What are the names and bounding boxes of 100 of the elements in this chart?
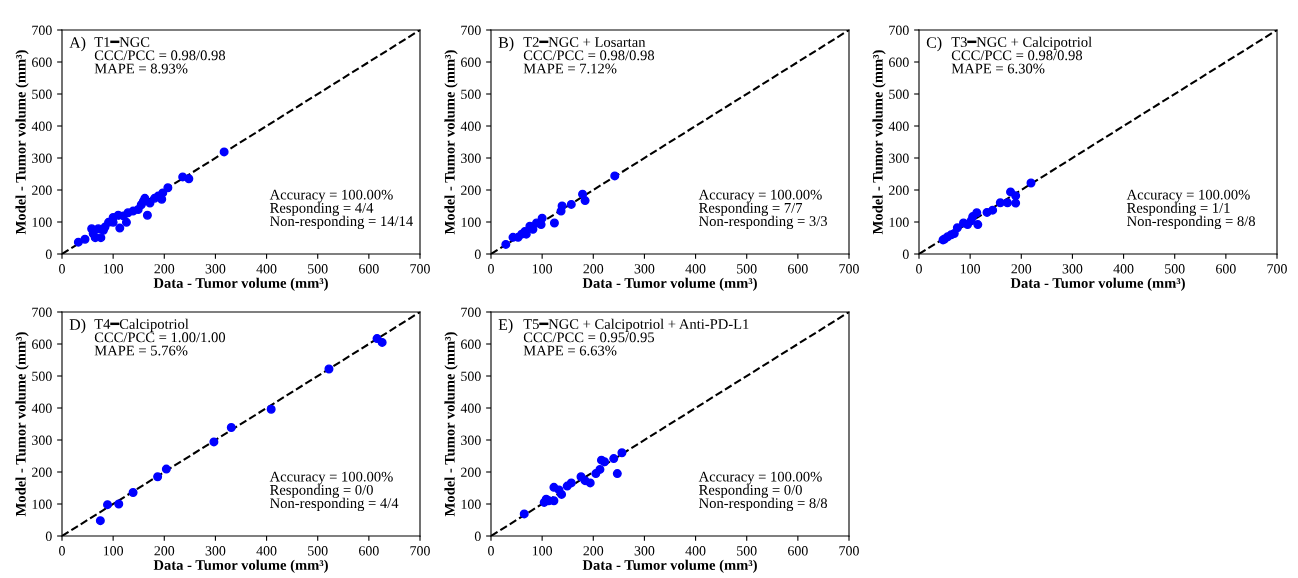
y-tick-label: 300	[889, 153, 909, 163]
annotation: T3━NGC + Calcipotriol CCC/PCC = 0.98/0.98 MAPE = 6.30%	[951, 36, 1092, 74]
y-tick-label: 700	[889, 25, 909, 35]
x-tick-label: 600	[788, 264, 808, 274]
annotation: T2━NGC + Losartan CCC/PCC = 0.98/0.98 MAPE = 7.12%	[523, 37, 655, 74]
y-tick-label: 400	[460, 403, 481, 413]
y-tick-label: 500	[889, 89, 909, 99]
y-tick-label: 0	[902, 249, 909, 259]
x-tick-label: 400	[685, 264, 706, 274]
x-tick-label: 600	[1216, 264, 1236, 274]
y-tick-label: 200	[889, 185, 909, 195]
annotation: T1━NGC CCC/PCC = 0.98/0.98 MAPE = 8.93%	[94, 37, 226, 74]
y-tick-label: 600	[32, 339, 52, 349]
y-tick-label: 600	[32, 57, 52, 67]
x-tick-label: 700	[839, 546, 859, 556]
y-tick-label: 400	[888, 121, 909, 131]
x-tick-label: 0	[488, 546, 494, 556]
y-tick-label: 700	[461, 307, 481, 317]
annotation: C)	[926, 36, 942, 52]
y-axis-title: Model - Tumor volume (mm³)	[15, 50, 29, 235]
y-tick-label: 100	[889, 217, 909, 227]
y-tick-label: 500	[461, 89, 481, 99]
y-tick-label: 600	[461, 57, 481, 67]
y-tick-label: 100	[461, 217, 481, 227]
y-tick-label: 200	[32, 467, 52, 477]
y-axis-title: Model - Tumor volume (mm³)	[15, 332, 29, 517]
x-tick-label: 600	[359, 264, 379, 274]
x-tick-label: 500	[737, 264, 757, 274]
x-axis-title: Data - Tumor volume (mm³)	[153, 559, 328, 573]
x-tick-label: 200	[1011, 264, 1032, 274]
x-tick-label: 300	[205, 546, 226, 556]
y-tick-label: 700	[32, 307, 52, 317]
annotation: B)	[498, 36, 514, 52]
x-tick-label: 400	[256, 546, 277, 556]
x-tick-label: 400	[256, 264, 277, 274]
x-tick-label: 700	[839, 264, 859, 274]
y-tick-label: 0	[45, 531, 52, 541]
y-tick-label: 300	[461, 435, 481, 445]
y-axis-title: Model - Tumor volume (mm³)	[444, 332, 458, 517]
y-tick-label: 100	[32, 499, 52, 509]
x-tick-label: 100	[532, 264, 553, 274]
y-tick-label: 400	[31, 121, 52, 131]
x-tick-label: 600	[788, 546, 808, 556]
y-tick-label: 400	[31, 403, 52, 413]
x-tick-label: 400	[685, 546, 706, 556]
x-tick-label: 500	[308, 264, 328, 274]
x-tick-label: 100	[103, 264, 124, 274]
y-tick-label: 100	[461, 499, 481, 509]
x-tick-label: 0	[59, 546, 65, 556]
x-tick-label: 0	[59, 264, 65, 274]
y-tick-label: 300	[461, 153, 481, 163]
x-axis-title: Data - Tumor volume (mm³)	[1010, 277, 1185, 291]
x-tick-label: 200	[154, 264, 175, 274]
annotation: Accuracy = 100.00% Responding = 0/0 Non-responding = 4/4	[269, 471, 399, 512]
x-tick-label: 300	[634, 264, 655, 274]
y-tick-label: 600	[461, 339, 481, 349]
y-tick-label: 100	[32, 217, 52, 227]
y-tick-label: 0	[474, 249, 481, 259]
annotation: Accuracy = 100.00% Responding = 7/7 Non-responding = 3/3	[698, 189, 827, 230]
y-tick-label: 0	[45, 249, 52, 259]
x-tick-label: 200	[583, 546, 604, 556]
x-tick-label: 700	[410, 546, 430, 556]
x-tick-label: 100	[103, 546, 124, 556]
x-tick-label: 400	[1113, 264, 1134, 274]
y-axis-title: Model - Tumor volume (mm³)	[872, 50, 886, 235]
x-tick-label: 700	[410, 264, 430, 274]
y-axis-title: Model - Tumor volume (mm³)	[444, 50, 458, 235]
x-tick-label: 500	[737, 546, 757, 556]
y-tick-label: 300	[32, 153, 52, 163]
annotation: Accuracy = 100.00% Responding = 1/1 Non-responding = 8/8	[1126, 189, 1256, 230]
annotation: Accuracy = 100.00% Responding = 0/0 Non-responding = 8/8	[698, 471, 828, 512]
y-tick-label: 500	[461, 371, 481, 381]
y-tick-label: 200	[461, 185, 481, 195]
annotation: A)	[69, 36, 86, 52]
annotation: Accuracy = 100.00% Responding = 4/4 Non-responding = 14/14	[269, 189, 413, 230]
y-tick-label: 700	[32, 25, 52, 35]
y-tick-label: 500	[32, 371, 52, 381]
y-tick-label: 700	[461, 25, 481, 35]
y-tick-label: 300	[32, 435, 52, 445]
x-tick-label: 200	[154, 546, 175, 556]
x-axis-title: Data - Tumor volume (mm³)	[153, 277, 328, 291]
annotation: D)	[69, 318, 86, 334]
x-tick-label: 200	[583, 264, 604, 274]
y-tick-label: 200	[461, 467, 481, 477]
annotation: E)	[498, 318, 513, 334]
annotation: T4━Calcipotriol CCC/PCC = 1.00/1.00 MAPE = 5.76%	[94, 318, 226, 356]
x-tick-label: 0	[488, 264, 494, 274]
x-axis-title: Data - Tumor volume (mm³)	[582, 277, 757, 291]
x-tick-label: 700	[1267, 264, 1287, 274]
y-tick-label: 0	[474, 531, 481, 541]
y-tick-label: 400	[460, 121, 481, 131]
x-tick-label: 300	[205, 264, 226, 274]
y-tick-label: 200	[32, 185, 52, 195]
y-tick-label: 500	[32, 89, 52, 99]
x-tick-label: 600	[359, 546, 379, 556]
x-tick-label: 100	[960, 264, 981, 274]
x-tick-label: 100	[532, 546, 553, 556]
x-tick-label: 0	[916, 264, 922, 274]
x-tick-label: 300	[634, 546, 655, 556]
x-tick-label: 500	[1165, 264, 1185, 274]
